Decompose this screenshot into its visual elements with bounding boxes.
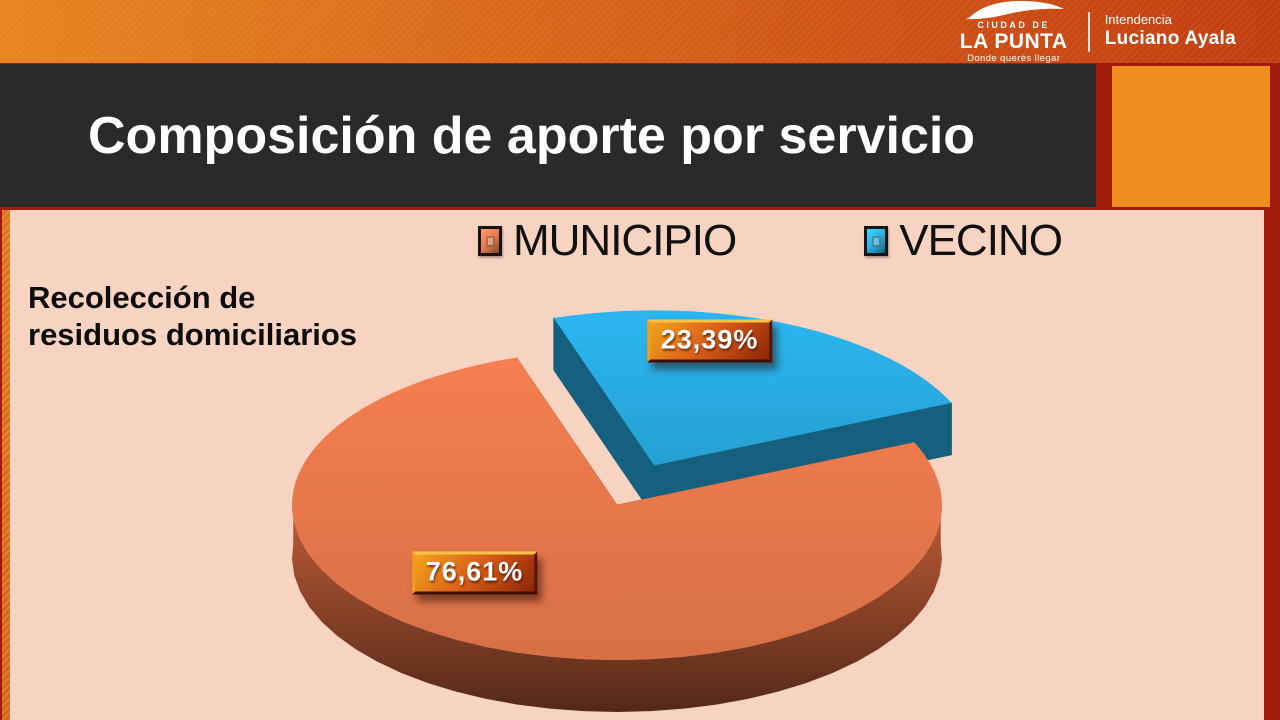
logo-divider [1087,12,1090,52]
legend-marker-bevel [871,235,881,247]
logo-city-label: CIUDAD DE [977,20,1050,31]
banner-brand-area: CIUDAD DE LA PUNTA Donde querés llegar I… [955,1,1236,63]
legend: MUNICIPIO VECINO [478,210,1063,272]
logo-tagline: Donde querés llegar [967,52,1061,64]
la-punta-swoosh-icon [965,1,1064,20]
chart-title-line1: Recolección de [28,280,256,315]
intendencia-block: Intendencia Luciano Ayala [1104,11,1236,52]
legend-marker-vecino [864,226,889,256]
pie-slice-municipio-side [292,491,942,712]
legend-marker-municipio [478,226,502,256]
legend-label-vecino: VECINO [899,216,1063,265]
la-punta-logo: CIUDAD DE LA PUNTA Donde querés llegar [955,0,1073,63]
intendencia-name: Luciano Ayala [1104,27,1236,49]
title-bar: Composición de aporte por servicio [0,64,1096,207]
legend-label-municipio: MUNICIPIO [513,216,737,265]
slide-title: Composición de aporte por servicio [88,106,976,165]
legend-item-vecino: VECINO [864,216,1063,266]
chart-title: Recolección de residuos domiciliarios [28,280,357,353]
intendencia-label: Intendencia [1104,11,1172,27]
top-banner: CIUDAD DE LA PUNTA Donde querés llegar I… [0,0,1280,63]
chart-area: Recolección de residuos domiciliarios MU… [10,210,1264,720]
legend-item-municipio: MUNICIPIO [478,216,737,266]
legend-marker-bevel [485,235,495,247]
logo-city-name: LA PUNTA [959,29,1068,53]
chart-title-line2: residuos domiciliarios [28,316,358,352]
decor-left-strip [2,210,10,720]
decor-orange-box [1112,66,1270,207]
